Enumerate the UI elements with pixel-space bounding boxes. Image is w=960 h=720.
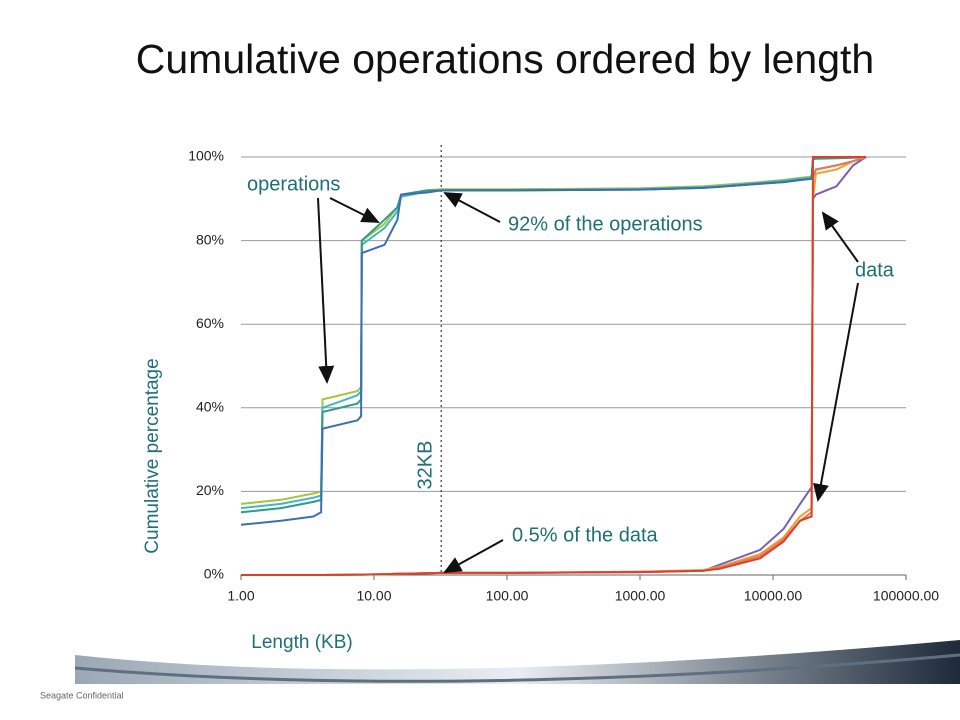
decor-swoosh-line <box>74 653 960 683</box>
y-tick-label: 0% <box>204 566 224 582</box>
series-line <box>240 156 866 526</box>
y-tick-label: 40% <box>196 399 224 415</box>
annotation: 0.5% of the data <box>512 524 659 546</box>
annotation-arrow <box>813 282 859 502</box>
x-axis-title: Length (KB) <box>251 632 352 653</box>
annotation-arrow <box>317 197 335 384</box>
annotation: data <box>855 259 895 281</box>
series-line <box>240 156 867 510</box>
y-tick-label: 20% <box>196 482 224 498</box>
decor-swoosh <box>75 640 960 684</box>
annotation-arrow <box>443 192 501 223</box>
x-tick-label: 10.00 <box>356 588 391 604</box>
y-tick-label: 60% <box>196 315 224 331</box>
annotation-arrow <box>443 539 504 573</box>
x-tick-label: 100000.00 <box>873 588 939 604</box>
annotation: 92% of the operations <box>508 213 703 235</box>
series-line <box>240 156 867 505</box>
x-tick-label: 100.00 <box>486 588 529 604</box>
series-line <box>241 156 866 576</box>
x-tick-label: 10000.00 <box>744 588 803 604</box>
annotation-arrow <box>329 197 380 223</box>
annotation: operations <box>247 173 340 195</box>
slide-title: Cumulative operations ordered by length <box>136 36 874 82</box>
y-axis-title: Cumulative percentage <box>142 358 163 553</box>
series-line <box>240 156 867 514</box>
reference-label: 32KB <box>414 441 436 490</box>
y-tick-label: 80% <box>196 231 224 247</box>
x-tick-label: 1.00 <box>227 588 254 604</box>
y-tick-label: 100% <box>188 148 224 164</box>
x-tick-label: 1000.00 <box>615 588 666 604</box>
annotation-arrow <box>821 211 859 263</box>
footer: Seagate Confidential <box>40 690 124 700</box>
